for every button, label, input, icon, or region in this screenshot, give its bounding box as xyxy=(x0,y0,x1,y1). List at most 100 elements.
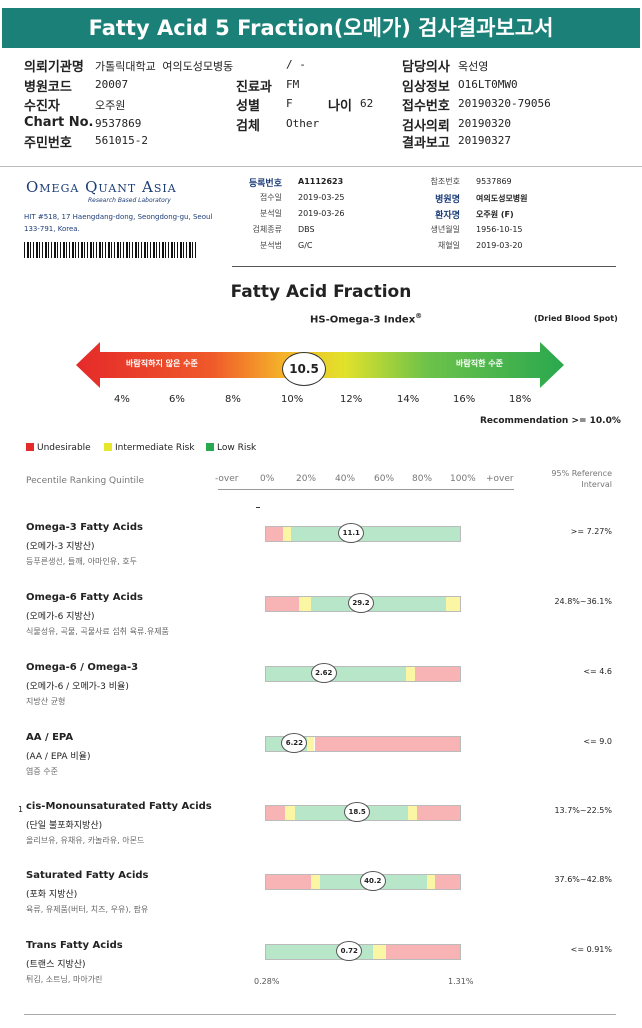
barcode xyxy=(24,242,196,258)
scale-tick-label: 40% xyxy=(335,474,356,484)
legend-swatch xyxy=(104,443,112,451)
lab-field-value: 여의도성모병원 xyxy=(476,194,528,203)
range-segment xyxy=(405,667,416,681)
omega-index-value-marker: 10.5 xyxy=(282,352,326,386)
percent-tick: 16% xyxy=(453,394,476,405)
fatty-acid-korean-name: (포화 지방산) xyxy=(26,890,78,900)
value-marker: 6.22 xyxy=(281,733,308,753)
sample-type-note: (Dried Blood Spot) xyxy=(534,314,618,323)
undesirable-level-label: 바람직하지 않은 수준 xyxy=(126,359,198,368)
legend-label: Undesirable xyxy=(37,443,91,453)
dash-mark xyxy=(256,507,260,508)
range-segment xyxy=(306,737,315,751)
range-segment xyxy=(427,875,435,889)
fatty-acid-korean-name: (AA / EPA 비율) xyxy=(26,752,91,762)
axis-max-label: 1.31% xyxy=(448,977,474,986)
fatty-acid-name: AA / EPA xyxy=(26,732,74,743)
range-segment xyxy=(266,806,286,820)
patient-field-value: Other xyxy=(286,117,320,130)
lab-info: 등록번호 A1112623 접수일 2019-03-25 분석일 2019-03-26 검체… xyxy=(0,172,642,267)
percent-tick: 6% xyxy=(169,394,185,405)
lab-field-label: 생년월일 xyxy=(430,225,460,234)
value-marker: 18.5 xyxy=(344,802,371,822)
report-title: Fatty Acid 5 Fraction(오메가) 검사결과보고서 xyxy=(2,8,640,48)
percent-tick: 14% xyxy=(397,394,420,405)
range-segment xyxy=(415,667,460,681)
patient-field-label: 진료과 xyxy=(236,80,272,95)
fatty-acid-name: Omega-6 / Omega-3 xyxy=(26,662,139,673)
scale-tick-label: 80% xyxy=(412,474,433,484)
lab-field-value: 9537869 xyxy=(476,177,512,186)
lab-field-label: 등록번호 xyxy=(248,179,282,189)
range-bar xyxy=(265,944,461,960)
legend-item: Undesirable xyxy=(26,443,91,453)
lab-field-label: 참조번호 xyxy=(430,177,460,186)
legend-swatch xyxy=(26,443,34,451)
scale-tick-label: 100% xyxy=(450,474,476,484)
range-segment xyxy=(285,806,296,820)
reference-interval: <= 4.6 xyxy=(583,667,612,676)
range-segment xyxy=(266,875,311,889)
axis-min-label: 0.28% xyxy=(254,977,280,986)
lab-field-label: 채혈일 xyxy=(437,241,460,250)
fatty-acid-sources: 염증 수준 xyxy=(26,767,58,776)
range-segment xyxy=(298,597,311,611)
lab-logo: Omega Quant Asia xyxy=(26,178,177,196)
patient-field-value: 20190320-79056 xyxy=(458,97,551,110)
lab-field-value: G/C xyxy=(298,241,313,250)
lab-field-value: DBS xyxy=(298,225,315,234)
registered-mark: ® xyxy=(415,312,423,320)
lab-field-value: 2019-03-20 xyxy=(476,241,523,250)
recommendation: Recommendation >= 10.0% xyxy=(480,416,621,426)
lab-field-value: 2019-03-26 xyxy=(298,209,345,218)
fatty-acid-sources: 식물성유, 곡물, 곡물사료 섭취 육류.유제품 xyxy=(26,627,169,636)
percent-tick: 12% xyxy=(340,394,363,405)
patient-field-value: F xyxy=(286,97,293,110)
patient-field-value: 오주원 xyxy=(95,99,126,112)
section-title: Fatty Acid Fraction xyxy=(230,282,412,302)
range-segment xyxy=(310,597,447,611)
patient-field-value: 20190320 xyxy=(458,117,511,130)
legend-label: Intermediate Risk xyxy=(115,443,195,453)
percent-tick: 4% xyxy=(114,394,130,405)
lab-field-value: 1956-10-15 xyxy=(476,225,523,234)
patient-field-label: 의뢰기관명 xyxy=(24,60,84,75)
side-number: 1 xyxy=(18,805,24,814)
patient-field-value: 옥선영 xyxy=(458,60,489,73)
value-marker: 0.72 xyxy=(336,941,363,961)
range-segment xyxy=(407,806,418,820)
fatty-acid-name: cis-Monounsaturated Fatty Acids xyxy=(26,801,212,812)
scale-tick-label: 0% xyxy=(260,474,275,484)
lab-field-value: 오주원 (F) xyxy=(476,210,514,219)
value-marker: 29.2 xyxy=(348,593,375,613)
fatty-acid-name: Omega-6 Fatty Acids xyxy=(26,592,143,603)
patient-field-label: 수진자 xyxy=(24,99,60,114)
range-segment xyxy=(266,527,284,541)
scale-tick-label: 20% xyxy=(296,474,317,484)
lab-field-label: 분석일 xyxy=(259,209,282,218)
fatty-acid-name: Saturated Fatty Acids xyxy=(26,870,149,881)
reference-interval: <= 0.91% xyxy=(570,945,612,954)
patient-field-label: 검사의뢰 xyxy=(402,119,450,134)
desirable-level-label: 바람직한 수준 xyxy=(456,359,503,368)
range-segment xyxy=(266,597,299,611)
patient-field-label: 주민번호 xyxy=(24,136,72,151)
range-segment xyxy=(291,527,460,541)
reference-interval-label: 95% Reference Interval xyxy=(551,469,612,489)
fatty-acid-sources: 등푸른생선, 들깨, 아마인유, 호두 xyxy=(26,557,137,566)
range-segment xyxy=(310,875,321,889)
hs-omega-title: HS-Omega-3 Index® xyxy=(310,312,422,325)
patient-field-label: 임상정보 xyxy=(402,80,450,95)
patient-field-label: 검체 xyxy=(236,119,260,134)
fatty-acid-korean-name: (오메가-6 지방산) xyxy=(26,612,95,622)
reference-interval: 13.7%~22.5% xyxy=(554,806,612,815)
percentile-label: Pecentile Ranking Quintile xyxy=(26,476,145,486)
age-label: 나이 xyxy=(328,99,352,114)
fatty-acid-korean-name: (오메가-3 지방산) xyxy=(26,542,95,552)
divider xyxy=(24,1014,616,1015)
scale-tick-label: +over xyxy=(486,474,514,484)
percent-tick: 18% xyxy=(509,394,532,405)
lab-logo-sub: Research Based Laboratory xyxy=(88,197,171,204)
range-segment xyxy=(417,806,460,820)
patient-field-label: 접수번호 xyxy=(402,99,450,114)
